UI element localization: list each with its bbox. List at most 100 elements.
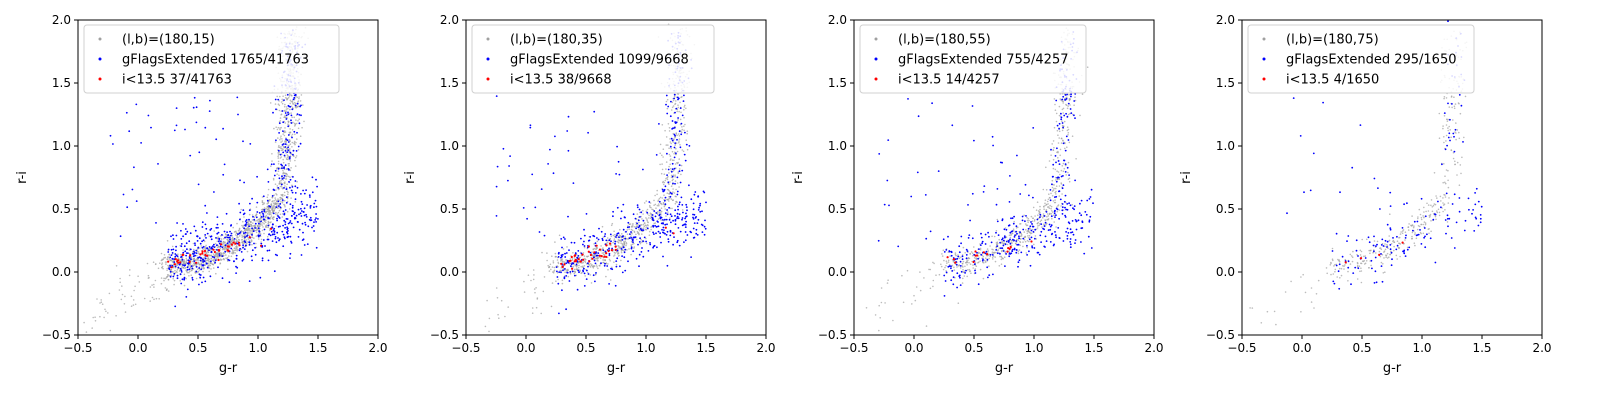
- blue-point: [287, 149, 289, 151]
- blue-point: [239, 219, 241, 221]
- blue-point: [697, 234, 699, 236]
- gray-point: [648, 217, 650, 219]
- blue-point: [1059, 190, 1061, 192]
- gray-point: [1018, 239, 1020, 241]
- gray-point: [646, 220, 648, 222]
- blue-point: [663, 229, 665, 231]
- gray-point: [578, 267, 580, 269]
- gray-point: [165, 263, 167, 265]
- blue-point: [1063, 240, 1065, 242]
- blue-point: [269, 250, 271, 252]
- gray-point: [270, 221, 272, 223]
- gray-point: [250, 230, 252, 232]
- blue-point: [668, 241, 670, 243]
- red-point: [167, 261, 169, 263]
- blue-point: [236, 97, 238, 99]
- gray-point: [215, 273, 217, 275]
- blue-point: [621, 210, 623, 212]
- blue-point: [177, 275, 179, 277]
- gray-point: [1069, 142, 1071, 144]
- gray-point: [666, 144, 668, 146]
- blue-point: [679, 130, 681, 132]
- gray-point: [596, 264, 598, 266]
- red-point: [1010, 246, 1012, 248]
- gray-point: [1057, 130, 1059, 132]
- blue-point: [1055, 236, 1057, 238]
- gray-point: [95, 320, 97, 322]
- gray-point: [278, 154, 280, 156]
- gray-point: [669, 164, 671, 166]
- blue-point: [526, 218, 528, 220]
- gray-point: [933, 263, 935, 265]
- gray-point: [939, 274, 941, 276]
- blue-point: [1066, 136, 1068, 138]
- gray-point: [83, 322, 85, 324]
- blue-point: [249, 280, 251, 282]
- gray-point: [246, 239, 248, 241]
- gray-point: [1025, 241, 1027, 243]
- gray-point: [263, 223, 265, 225]
- blue-point: [167, 251, 169, 253]
- blue-point: [206, 263, 208, 265]
- gray-point: [1039, 209, 1041, 211]
- gray-point: [1087, 66, 1089, 68]
- blue-point: [288, 134, 290, 136]
- gray-point: [1065, 174, 1067, 176]
- gray-point: [670, 143, 672, 145]
- gray-point: [603, 252, 605, 254]
- gray-point: [1059, 106, 1061, 108]
- gray-point: [255, 243, 257, 245]
- gray-point: [92, 317, 94, 319]
- blue-point: [605, 240, 607, 242]
- gray-point: [166, 270, 168, 272]
- gray-point: [155, 280, 157, 282]
- blue-point: [678, 204, 680, 206]
- legend-marker: [875, 58, 878, 61]
- blue-point: [277, 99, 279, 101]
- blue-point: [292, 176, 294, 178]
- gray-point: [963, 271, 965, 273]
- gray-point: [1054, 98, 1056, 100]
- gray-point: [612, 242, 614, 244]
- gray-point: [676, 201, 678, 203]
- blue-point: [200, 260, 202, 262]
- blue-point: [287, 147, 289, 149]
- legend: (l,b)=(180,55)gFlagsExtended 755/4257i<1…: [860, 25, 1086, 93]
- blue-point: [301, 215, 303, 217]
- gray-point: [670, 141, 672, 143]
- blue-point: [656, 226, 658, 228]
- gray-point: [186, 271, 188, 273]
- gray-point: [943, 260, 945, 262]
- x-tick-label: 0.0: [516, 341, 535, 355]
- gray-point: [636, 239, 638, 241]
- blue-point: [992, 136, 994, 138]
- gray-point: [623, 243, 625, 245]
- gray-point: [227, 269, 229, 271]
- gray-point: [287, 121, 289, 123]
- gray-point: [607, 242, 609, 244]
- blue-point: [283, 220, 285, 222]
- gray-point: [602, 247, 604, 249]
- gray-point: [985, 257, 987, 259]
- blue-point: [290, 152, 292, 154]
- blue-point: [263, 209, 265, 211]
- legend: (l,b)=(180,15)gFlagsExtended 1765/41763i…: [84, 25, 339, 93]
- legend-label: i<13.5 38/9668: [510, 73, 612, 88]
- blue-point: [242, 247, 244, 249]
- blue-point: [235, 272, 237, 274]
- gray-point: [1047, 213, 1049, 215]
- blue-point: [268, 181, 270, 183]
- gray-point: [232, 227, 234, 229]
- gray-point: [537, 297, 539, 299]
- gray-point: [273, 216, 275, 218]
- gray-point: [235, 246, 237, 248]
- gray-point: [1055, 109, 1057, 111]
- gray-point: [1064, 121, 1066, 123]
- gray-point: [270, 213, 272, 215]
- red-point: [591, 258, 593, 260]
- gray-point: [269, 199, 271, 201]
- gray-point: [610, 279, 612, 281]
- blue-point: [315, 200, 317, 202]
- gray-point: [670, 155, 672, 157]
- blue-point: [1068, 103, 1070, 105]
